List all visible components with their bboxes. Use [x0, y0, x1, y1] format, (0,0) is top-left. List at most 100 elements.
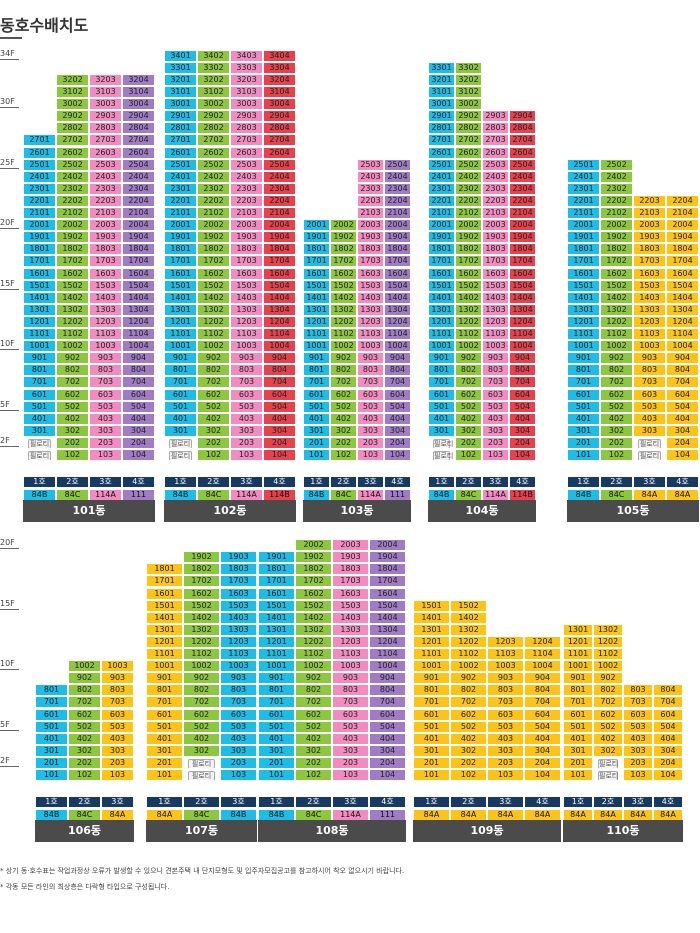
unit-cell[interactable]: 504: [122, 400, 155, 413]
unit-cell[interactable]: 3104: [263, 86, 296, 98]
unit-cell[interactable]: 2604: [263, 146, 296, 159]
unit-cell[interactable]: 3301: [428, 61, 455, 74]
unit-cell[interactable]: 301: [23, 424, 56, 437]
unit-cell[interactable]: 필로티: [593, 769, 623, 781]
unit-cell[interactable]: 2101: [23, 207, 56, 219]
unit-cell[interactable]: 2102: [600, 207, 633, 219]
unit-cell[interactable]: 304: [384, 424, 411, 437]
unit-cell[interactable]: 1904: [509, 231, 536, 244]
unit-cell[interactable]: 603: [487, 708, 524, 721]
unit-cell[interactable]: 1804: [263, 243, 296, 256]
unit-cell[interactable]: 3103: [89, 86, 122, 98]
unit-cell[interactable]: 2104: [384, 207, 411, 219]
unit-cell[interactable]: 3103: [230, 86, 263, 98]
unit-cell[interactable]: 3101: [164, 86, 197, 98]
unit-cell[interactable]: 403: [623, 732, 653, 745]
unit-cell[interactable]: 1602: [600, 267, 633, 280]
unit-cell[interactable]: 1303: [482, 303, 509, 316]
unit-cell[interactable]: 1004: [263, 340, 296, 353]
unit-cell[interactable]: 1702: [56, 255, 89, 268]
unit-cell[interactable]: 602: [183, 708, 220, 721]
unit-cell[interactable]: 1603: [332, 587, 369, 600]
unit-cell[interactable]: 301: [146, 744, 183, 757]
unit-cell[interactable]: 2801: [428, 122, 455, 135]
unit-cell[interactable]: 703: [230, 376, 263, 389]
unit-cell[interactable]: 1604: [384, 267, 411, 280]
unit-cell[interactable]: 1704: [369, 575, 406, 588]
unit-cell[interactable]: 803: [332, 684, 369, 697]
unit-cell[interactable]: 1301: [164, 303, 197, 316]
unit-cell[interactable]: 901: [413, 672, 450, 685]
unit-cell[interactable]: 1104: [666, 328, 699, 340]
unit-cell[interactable]: 101: [146, 769, 183, 781]
unit-cell[interactable]: 2203: [633, 194, 666, 207]
unit-cell[interactable]: 1401: [23, 291, 56, 304]
unit-cell[interactable]: 2302: [56, 182, 89, 195]
unit-cell[interactable]: 2504: [263, 158, 296, 171]
unit-cell[interactable]: 302: [330, 424, 357, 437]
unit-cell[interactable]: 2401: [428, 170, 455, 183]
unit-cell[interactable]: 1003: [357, 340, 384, 353]
unit-cell[interactable]: 2003: [89, 219, 122, 232]
unit-cell[interactable]: 1502: [600, 279, 633, 292]
unit-cell[interactable]: 1302: [600, 303, 633, 316]
unit-cell[interactable]: 2503: [357, 158, 384, 171]
unit-cell[interactable]: 3002: [56, 98, 89, 111]
unit-cell[interactable]: 901: [563, 672, 593, 685]
unit-cell[interactable]: 2002: [197, 219, 230, 232]
unit-cell[interactable]: 601: [23, 388, 56, 401]
unit-cell[interactable]: 1701: [258, 575, 295, 588]
unit-cell[interactable]: 902: [183, 672, 220, 685]
unit-cell[interactable]: 103: [623, 769, 653, 781]
unit-cell[interactable]: 602: [450, 708, 487, 721]
unit-cell[interactable]: 2303: [357, 182, 384, 195]
unit-cell[interactable]: 필로티: [183, 756, 220, 769]
unit-cell[interactable]: 103: [357, 449, 384, 461]
unit-cell[interactable]: 404: [122, 412, 155, 425]
unit-cell[interactable]: 103: [332, 769, 369, 781]
unit-cell[interactable]: 2501: [164, 158, 197, 171]
unit-cell[interactable]: 1404: [384, 291, 411, 304]
unit-cell[interactable]: 2202: [455, 194, 482, 207]
unit-cell[interactable]: 1103: [332, 648, 369, 660]
unit-cell[interactable]: 1703: [482, 255, 509, 268]
unit-cell[interactable]: 103: [101, 769, 134, 781]
unit-cell[interactable]: 102: [450, 769, 487, 781]
unit-cell[interactable]: 903: [357, 352, 384, 365]
unit-cell[interactable]: 503: [633, 400, 666, 413]
unit-cell[interactable]: 201: [303, 436, 330, 449]
unit-cell[interactable]: 1502: [197, 279, 230, 292]
unit-cell[interactable]: 1601: [258, 587, 295, 600]
unit-cell[interactable]: 1301: [413, 623, 450, 636]
unit-cell[interactable]: 2003: [230, 219, 263, 232]
unit-cell[interactable]: 303: [101, 744, 134, 757]
unit-cell[interactable]: 302: [295, 744, 332, 757]
unit-cell[interactable]: 102: [197, 449, 230, 461]
unit-cell[interactable]: 202: [295, 756, 332, 769]
unit-cell[interactable]: 2803: [89, 122, 122, 135]
unit-cell[interactable]: 603: [357, 388, 384, 401]
unit-cell[interactable]: 303: [487, 744, 524, 757]
unit-cell[interactable]: 1604: [263, 267, 296, 280]
unit-cell[interactable]: 3004: [122, 98, 155, 111]
unit-cell[interactable]: 2301: [428, 182, 455, 195]
unit-cell[interactable]: 1002: [183, 660, 220, 673]
unit-cell[interactable]: 703: [633, 376, 666, 389]
unit-cell[interactable]: 502: [450, 720, 487, 733]
unit-cell[interactable]: 1202: [183, 635, 220, 648]
unit-cell[interactable]: 304: [666, 424, 699, 437]
unit-cell[interactable]: 2603: [230, 146, 263, 159]
unit-cell[interactable]: 504: [509, 400, 536, 413]
unit-cell[interactable]: 2303: [482, 182, 509, 195]
unit-cell[interactable]: 3101: [428, 86, 455, 98]
unit-cell[interactable]: 1204: [524, 635, 561, 648]
unit-cell[interactable]: 702: [450, 696, 487, 709]
unit-cell[interactable]: 602: [600, 388, 633, 401]
unit-cell[interactable]: 403: [487, 732, 524, 745]
unit-cell[interactable]: 1803: [482, 243, 509, 256]
unit-cell[interactable]: 1701: [146, 575, 183, 588]
unit-cell[interactable]: 1703: [633, 255, 666, 268]
unit-cell[interactable]: 1203: [633, 315, 666, 328]
unit-cell[interactable]: 1104: [524, 648, 561, 660]
unit-cell[interactable]: 902: [600, 352, 633, 365]
